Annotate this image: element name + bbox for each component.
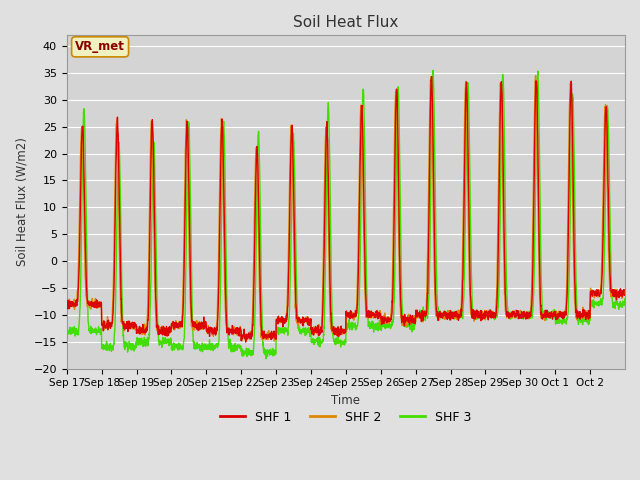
- Title: Soil Heat Flux: Soil Heat Flux: [293, 15, 399, 30]
- Y-axis label: Soil Heat Flux (W/m2): Soil Heat Flux (W/m2): [15, 137, 28, 266]
- Legend: SHF 1, SHF 2, SHF 3: SHF 1, SHF 2, SHF 3: [215, 406, 477, 429]
- Text: VR_met: VR_met: [75, 40, 125, 53]
- X-axis label: Time: Time: [332, 394, 360, 407]
